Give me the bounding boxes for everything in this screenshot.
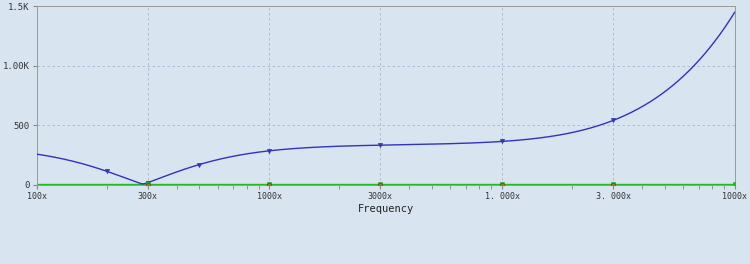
X-axis label: Frequency: Frequency xyxy=(358,204,414,214)
